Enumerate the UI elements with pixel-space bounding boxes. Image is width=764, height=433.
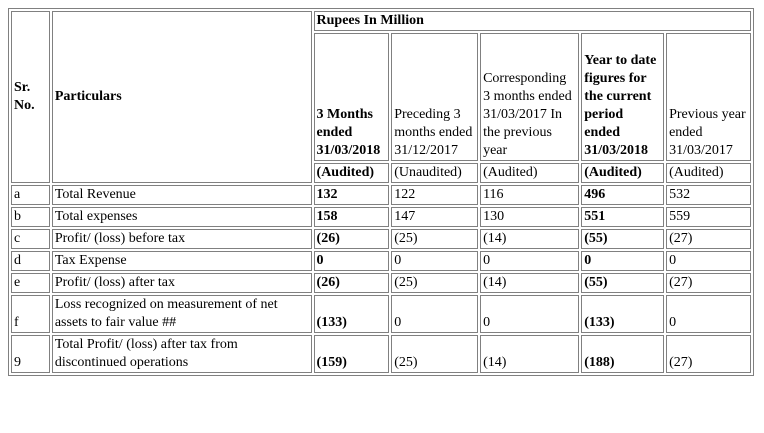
- row-value-col-4: (133): [581, 295, 665, 333]
- row-value-col-5: (27): [666, 229, 751, 249]
- audit-status-row: (Audited) (Unaudited) (Audited) (Audited) (A…: [11, 163, 751, 183]
- row-value-col-5: 559: [666, 207, 751, 227]
- table-row: a Total Revenue 132 122 116 496 532: [11, 185, 751, 205]
- row-value-col-2: 0: [391, 251, 479, 271]
- row-value-col-5: 532: [666, 185, 751, 205]
- row-particular: Tax Expense: [51, 251, 312, 271]
- row-particular: Profit/ (loss) after tax: [51, 273, 312, 293]
- row-value-col-5: 0: [666, 251, 751, 271]
- row-value-col-4: 0: [581, 251, 665, 271]
- row-value-col-3: (14): [480, 335, 580, 373]
- row-sr-no: f: [11, 295, 50, 333]
- column-status-5: (Audited): [666, 163, 751, 183]
- row-value-col-1: (26): [313, 273, 390, 293]
- row-value-col-5: 0: [666, 295, 751, 333]
- unit-header-row: Sr. No. Particulars Rupees In Million: [11, 11, 751, 183]
- row-value-col-3: (14): [480, 273, 580, 293]
- row-value-col-1: (26): [313, 229, 390, 249]
- row-particular: Loss recognized on measurement of net as…: [51, 295, 312, 333]
- row-value-col-1: (159): [313, 335, 390, 373]
- row-value-col-4: 551: [581, 207, 665, 227]
- row-value-col-4: (55): [581, 273, 665, 293]
- column-status-1: (Audited): [313, 163, 390, 183]
- table-row: 9 Total Profit/ (loss) after tax from dis…: [11, 335, 751, 373]
- row-value-col-2: (25): [391, 273, 479, 293]
- row-value-col-5: (27): [666, 335, 751, 373]
- column-status-2: (Unaudited): [391, 163, 479, 183]
- column-header-4: Year to date figures for the current per…: [581, 33, 665, 161]
- row-particular: Profit/ (loss) before tax: [51, 229, 312, 249]
- row-value-col-3: 0: [480, 295, 580, 333]
- column-header-2: Preceding 3 months ended 31/12/2017: [391, 33, 479, 161]
- row-value-col-2: (25): [391, 335, 479, 373]
- row-value-col-3: 0: [480, 251, 580, 271]
- row-value-col-2: 147: [391, 207, 479, 227]
- row-sr-no: b: [11, 207, 50, 227]
- row-value-col-1: 158: [313, 207, 390, 227]
- table-row: c Profit/ (loss) before tax (26) (25) (14) (5…: [11, 229, 751, 249]
- row-value-col-2: (25): [391, 229, 479, 249]
- column-label-row: 3 Months ended 31/03/2018 Preceding 3 mon…: [11, 33, 751, 161]
- table-row: e Profit/ (loss) after tax (26) (25) (14) (55…: [11, 273, 751, 293]
- row-value-col-5: (27): [666, 273, 751, 293]
- sr-no-header: Sr. No.: [11, 11, 50, 183]
- row-value-col-4: (55): [581, 229, 665, 249]
- row-particular: Total expenses: [51, 207, 312, 227]
- row-sr-no: e: [11, 273, 50, 293]
- row-particular: Total Revenue: [51, 185, 312, 205]
- row-value-col-1: (133): [313, 295, 390, 333]
- column-status-4: (Audited): [581, 163, 665, 183]
- table-row: f Loss recognized on measurement of net a…: [11, 295, 751, 333]
- row-particular: Total Profit/ (loss) after tax from disc…: [51, 335, 312, 373]
- column-status-3: (Audited): [480, 163, 580, 183]
- column-header-3: Corresponding 3 months ended 31/03/2017 …: [480, 33, 580, 161]
- row-value-col-2: 0: [391, 295, 479, 333]
- row-value-col-1: 0: [313, 251, 390, 271]
- row-sr-no: a: [11, 185, 50, 205]
- row-value-col-3: 116: [480, 185, 580, 205]
- row-sr-no: d: [11, 251, 50, 271]
- row-value-col-4: (188): [581, 335, 665, 373]
- row-sr-no: 9: [11, 335, 50, 373]
- row-sr-no: c: [11, 229, 50, 249]
- column-header-1: 3 Months ended 31/03/2018: [313, 33, 390, 161]
- particulars-header: Particulars: [51, 11, 312, 183]
- table-row: b Total expenses 158 147 130 551 559: [11, 207, 751, 227]
- financial-results-table: Sr. No. Particulars Rupees In Million 3 …: [8, 8, 754, 376]
- row-value-col-2: 122: [391, 185, 479, 205]
- unit-header: Rupees In Million: [313, 11, 751, 31]
- row-value-col-3: (14): [480, 229, 580, 249]
- row-value-col-4: 496: [581, 185, 665, 205]
- table-row: d Tax Expense 0 0 0 0 0: [11, 251, 751, 271]
- row-value-col-3: 130: [480, 207, 580, 227]
- row-value-col-1: 132: [313, 185, 390, 205]
- column-header-5: Previous year ended 31/03/2017: [666, 33, 751, 161]
